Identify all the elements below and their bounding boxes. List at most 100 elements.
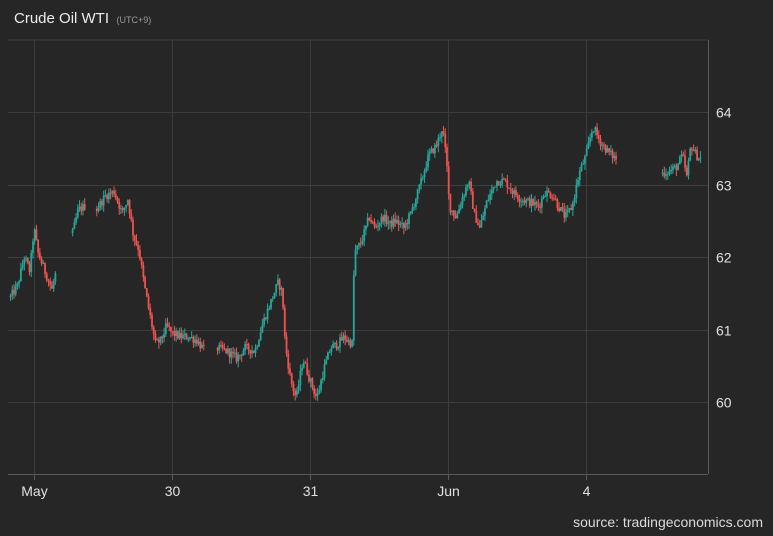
candle-body [665, 174, 667, 177]
candle-body [418, 184, 421, 190]
candle-body [237, 355, 240, 362]
candle-body [332, 343, 335, 349]
candle-body [537, 203, 540, 207]
candle-body [668, 170, 671, 175]
candle-body [333, 342, 336, 344]
candle-body [254, 348, 257, 353]
candle-body [444, 133, 447, 148]
candle-body [606, 148, 609, 153]
candle-body [109, 192, 112, 194]
candle-body [502, 178, 505, 180]
candle-body [397, 220, 400, 225]
candle-body [544, 196, 547, 198]
candle-body [383, 214, 386, 222]
candle-body [287, 353, 290, 369]
x-tick-label: 30 [165, 483, 181, 499]
x-tick-label: May [21, 483, 47, 499]
candle-body [302, 362, 305, 368]
candle-body [432, 148, 435, 154]
candle-body [247, 344, 250, 350]
candle-body [180, 332, 183, 339]
candle-body [173, 331, 176, 337]
candle-body [80, 206, 83, 211]
candle-body [11, 289, 14, 296]
candle-body [371, 221, 374, 223]
candle-body [166, 323, 169, 326]
source-label: source: tradingeconomics.com [573, 514, 763, 530]
candle-body [201, 344, 203, 349]
candle-body [499, 184, 502, 186]
y-tick-label: 64 [716, 105, 732, 121]
candle-body [35, 229, 38, 240]
candle-body [573, 197, 576, 203]
candle-body [430, 148, 433, 152]
candle-body [534, 202, 536, 206]
candle-body [168, 325, 171, 328]
candle-body [421, 177, 424, 179]
candle-body [171, 331, 174, 333]
candle-body [494, 186, 497, 188]
candle-body [692, 150, 695, 152]
candle-body [259, 332, 262, 341]
candle-body [220, 344, 222, 346]
candle-body [139, 250, 141, 259]
candle-body [416, 189, 419, 200]
candle-body [492, 186, 495, 190]
candle-body [377, 226, 379, 228]
candle-body [415, 199, 417, 207]
candle-body [221, 345, 224, 349]
candle-body [157, 339, 160, 343]
candle-body [354, 250, 357, 276]
candle-body [299, 370, 302, 386]
candle-body [556, 199, 559, 208]
candle-body [554, 198, 557, 200]
candle-body [470, 181, 473, 192]
candle-body [480, 219, 483, 228]
candle-body [347, 340, 350, 342]
candle-body [509, 188, 512, 191]
candle-body [316, 393, 319, 396]
candle-body [187, 338, 190, 340]
candle-body [551, 197, 554, 199]
candle-body [442, 131, 445, 134]
candle-body [546, 190, 548, 197]
candle-body [263, 317, 266, 325]
candle-body [251, 350, 253, 354]
candle-body [380, 216, 383, 224]
candle-body [289, 368, 291, 374]
candle-body [585, 148, 588, 156]
candle-body [685, 167, 688, 176]
candle-body [435, 144, 438, 147]
x-tick-label: 4 [583, 483, 591, 499]
candle-body [506, 180, 509, 188]
candle-body [459, 204, 462, 209]
candle-body [38, 252, 41, 259]
candle-body [349, 340, 352, 347]
candle-body [368, 218, 371, 221]
candle-body [408, 213, 410, 224]
candle-body [497, 181, 500, 186]
candle-body [314, 393, 317, 396]
candle-body [223, 348, 226, 350]
candle-body [37, 239, 40, 253]
candle-body [390, 220, 393, 227]
candle-body [233, 352, 236, 354]
candle-body [258, 340, 260, 347]
candle-body [19, 268, 22, 282]
candle-body [596, 127, 598, 135]
candle-body [504, 179, 507, 181]
candle-body [425, 167, 428, 172]
candle-body [433, 144, 436, 154]
candle-body [18, 281, 21, 284]
y-tick-label: 60 [716, 395, 732, 411]
candle-body [9, 295, 12, 297]
candle-body [182, 335, 184, 339]
candle-body [439, 136, 441, 139]
candle-body [427, 154, 429, 168]
candle-body [120, 208, 122, 210]
candle-body [539, 206, 542, 208]
x-tick-label: 31 [303, 483, 319, 499]
candle-body [306, 363, 309, 375]
candle-body [230, 351, 233, 358]
candle-body [126, 199, 129, 205]
